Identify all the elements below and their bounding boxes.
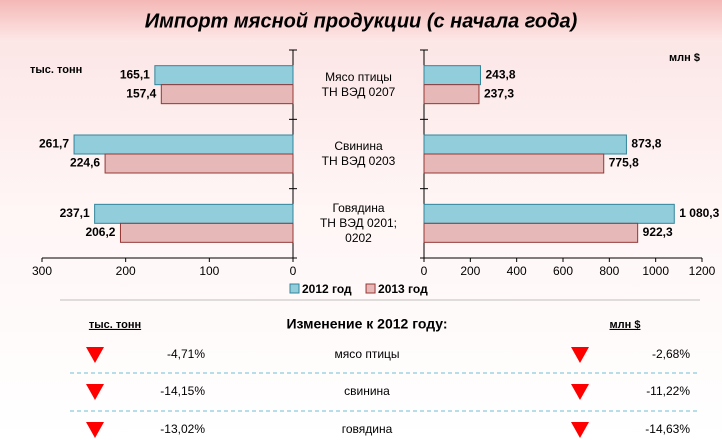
axis-label: тыс. тонн bbox=[30, 64, 82, 76]
table-icons bbox=[86, 347, 589, 438]
x-tick-label: 200 bbox=[460, 264, 480, 278]
bar bbox=[154, 65, 294, 86]
x-tick-label: 300 bbox=[32, 264, 52, 278]
down-arrow bbox=[86, 422, 104, 438]
table-cell: -14,15% bbox=[160, 384, 205, 398]
table-cell: -11,22% bbox=[646, 384, 690, 398]
value-label: 237,1 bbox=[60, 206, 90, 220]
bar bbox=[160, 84, 294, 105]
axis-label: млн $ bbox=[669, 52, 700, 64]
value-label: 1 080,3 bbox=[679, 206, 719, 220]
x-tick-label: 600 bbox=[553, 264, 573, 278]
legend-swatch bbox=[289, 283, 300, 294]
value-label: 237,3 bbox=[484, 86, 514, 100]
down-arrow bbox=[571, 347, 589, 363]
down-arrow bbox=[86, 384, 104, 400]
x-tick-label: 1000 bbox=[642, 264, 669, 278]
down-arrow bbox=[571, 422, 589, 438]
down-arrow bbox=[86, 347, 104, 363]
x-tick-label: 100 bbox=[199, 264, 219, 278]
legend-label: 2013 год bbox=[378, 282, 428, 296]
bar bbox=[423, 203, 675, 224]
bar bbox=[73, 134, 294, 155]
chart-title: Импорт мясной продукции (с начала года) bbox=[145, 10, 578, 32]
table-header: Изменение к 2012 году: bbox=[286, 316, 447, 332]
value-label: 243,8 bbox=[485, 67, 515, 81]
value-label: 873,8 bbox=[631, 137, 661, 151]
category-label: Мясо птицы ТН ВЭД 0207 bbox=[321, 69, 396, 99]
x-tick-label: 1200 bbox=[689, 264, 716, 278]
table-cell: свинина bbox=[344, 384, 390, 398]
category-label: Свинина ТН ВЭД 0203 bbox=[321, 139, 396, 168]
bar bbox=[94, 203, 294, 224]
bar bbox=[423, 84, 480, 105]
bar bbox=[423, 134, 627, 155]
table-cell: -13,02% bbox=[160, 422, 205, 436]
bar bbox=[423, 153, 605, 174]
value-label: 206,2 bbox=[85, 225, 115, 239]
x-tick-label: 0 bbox=[290, 264, 297, 278]
table-cell: говядина bbox=[342, 422, 393, 436]
table-header: тыс. тонн bbox=[89, 319, 141, 331]
title-band bbox=[0, 0, 722, 42]
bar bbox=[119, 222, 294, 243]
value-label: 165,1 bbox=[120, 67, 150, 81]
down-arrow bbox=[571, 384, 589, 400]
value-label: 261,7 bbox=[39, 137, 69, 151]
value-label: 775,8 bbox=[609, 156, 639, 170]
value-label: 922,3 bbox=[643, 225, 673, 239]
bar bbox=[423, 222, 639, 243]
table-cell: -14,63% bbox=[645, 422, 690, 436]
table-cell: -4,71% bbox=[167, 347, 205, 361]
x-tick-label: 200 bbox=[116, 264, 136, 278]
bar bbox=[104, 153, 294, 174]
legend-label: 2012 год bbox=[302, 282, 352, 296]
legend-swatch bbox=[365, 283, 376, 294]
table-cell: мясо птицы bbox=[334, 347, 399, 361]
x-tick-label: 400 bbox=[507, 264, 527, 278]
table-header: млн $ bbox=[610, 319, 641, 331]
x-tick-label: 0 bbox=[421, 264, 428, 278]
value-label: 157,4 bbox=[126, 86, 156, 100]
bar bbox=[423, 65, 481, 86]
x-tick-label: 800 bbox=[599, 264, 619, 278]
value-label: 224,6 bbox=[70, 156, 100, 170]
table-cell: -2,68% bbox=[652, 347, 690, 361]
category-label: Говядина ТН ВЭД 0201; 0202 bbox=[319, 200, 398, 245]
